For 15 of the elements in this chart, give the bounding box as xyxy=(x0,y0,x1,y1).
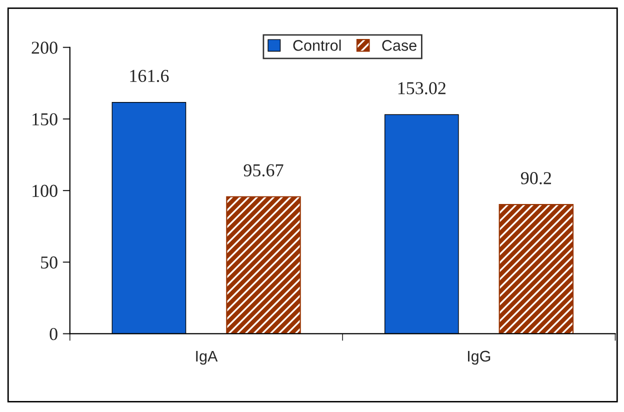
data-label: 161.6 xyxy=(130,70,169,82)
legend-label: Case xyxy=(382,40,416,51)
data-label: 90.2 xyxy=(520,172,551,184)
x-tick-label: IgA xyxy=(196,350,218,365)
data-label: 95.67 xyxy=(244,164,284,176)
bar xyxy=(498,204,574,334)
y-tick-label: 50 xyxy=(41,256,58,269)
data-label: 153.02 xyxy=(398,82,446,94)
x-tick-label: IgG xyxy=(468,350,490,365)
y-tick-label: 150 xyxy=(32,113,58,126)
y-tick-label: 100 xyxy=(32,184,58,197)
bar xyxy=(226,196,301,334)
y-tick-label: 200 xyxy=(32,42,58,54)
legend-label: Control xyxy=(293,40,341,51)
y-tick-label: 0 xyxy=(50,328,58,340)
